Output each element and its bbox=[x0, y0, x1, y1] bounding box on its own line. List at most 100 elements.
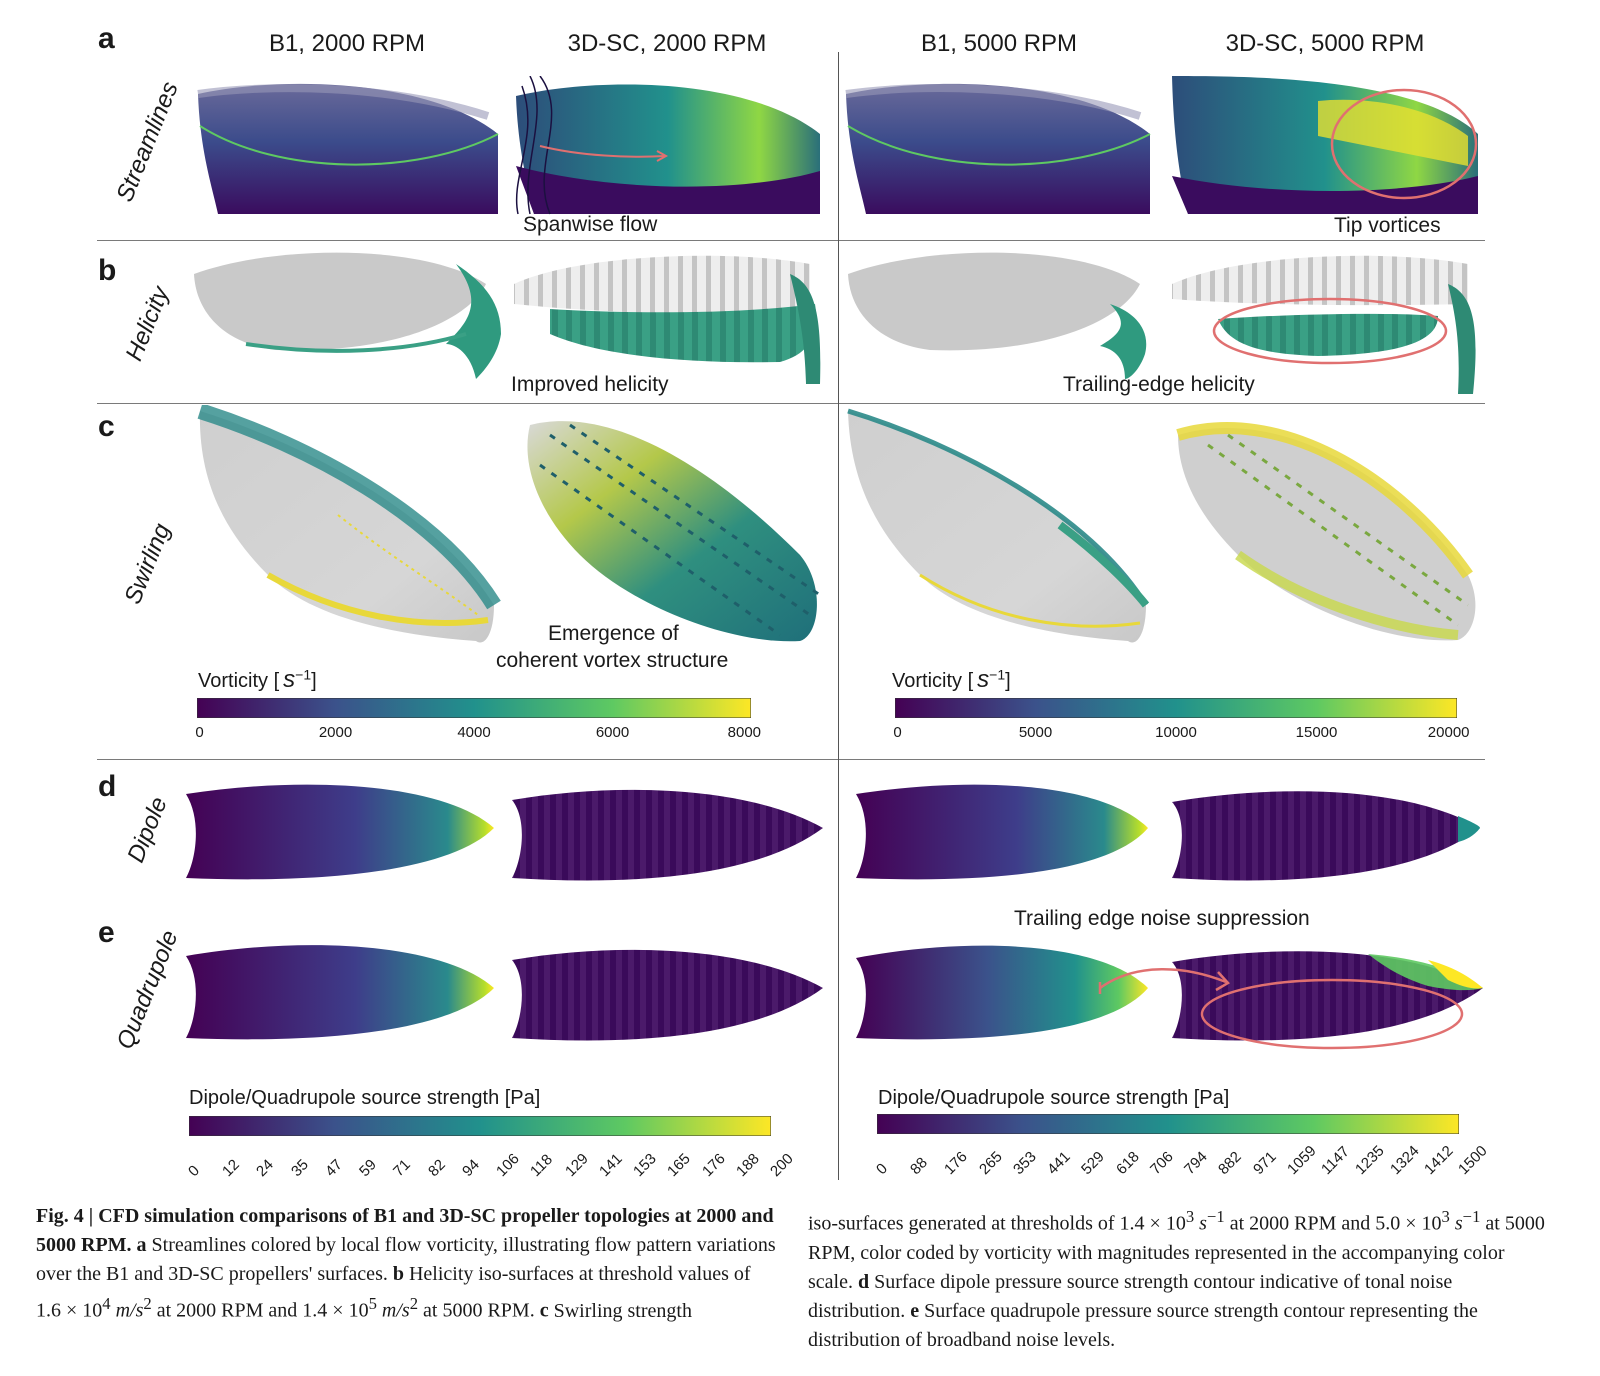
caption-b-text-1: Helicity iso-surfaces at threshold value… bbox=[36, 1263, 751, 1322]
colorbar-source-right bbox=[877, 1114, 1459, 1134]
source-left-tick: 200 bbox=[767, 1150, 797, 1181]
colorbar-vorticity-right bbox=[895, 698, 1457, 718]
source-left-tick: 12 bbox=[219, 1156, 244, 1181]
annotation-trailing-edge-helicity: Trailing-edge helicity bbox=[1063, 373, 1255, 396]
source-left-tick: 59 bbox=[356, 1156, 380, 1181]
tip-vortex-highlight bbox=[1330, 88, 1478, 200]
vorticity-left-tick: 8000 bbox=[727, 724, 762, 741]
vorticity-left-tick: 6000 bbox=[595, 724, 630, 741]
annotation-tip-vortices: Tip vortices bbox=[1334, 214, 1441, 237]
column-header-b1-2000: B1, 2000 RPM bbox=[268, 30, 426, 57]
source-right-tick: 618 bbox=[1112, 1148, 1143, 1179]
source-left-tick: 118 bbox=[527, 1151, 557, 1181]
source-right-tick: 971 bbox=[1249, 1148, 1280, 1179]
colorbar-ticks-source-right: 0 88 176 265 353 441 529 618 706 794 882 971 1059 114… bbox=[873, 1136, 1491, 1196]
colorbar-title-vorticity-right: Vorticity [s−1] bbox=[892, 666, 1011, 693]
spanwise-arrow bbox=[539, 145, 666, 158]
caption-c-text-4: s bbox=[1449, 1212, 1463, 1235]
caption-d-label: d bbox=[852, 1270, 870, 1293]
caption-a-label: a bbox=[131, 1234, 147, 1256]
caption-b-text-2: m/s bbox=[110, 1299, 144, 1322]
source-left-tick: 94 bbox=[458, 1156, 483, 1181]
vorticity-left-tick: 4000 bbox=[457, 724, 491, 741]
panel-letter-d: d bbox=[98, 770, 117, 803]
caption-c-text-2: s bbox=[1194, 1212, 1207, 1235]
source-right-tick: 1235 bbox=[1352, 1142, 1388, 1179]
source-right-tick: 1059 bbox=[1283, 1142, 1320, 1179]
caption-e-label: e bbox=[905, 1299, 920, 1322]
caption-c-exp-1: 3 bbox=[1185, 1207, 1195, 1226]
caption-d-text: Surface dipole pressure source strength … bbox=[808, 1270, 1453, 1322]
source-right-tick: 529 bbox=[1078, 1148, 1109, 1179]
column-header-3dsc-2000: 3D-SC, 2000 RPM bbox=[567, 30, 767, 57]
swirling-3dsc-2000 bbox=[527, 421, 821, 642]
source-left-tick: 129 bbox=[561, 1150, 592, 1181]
row-divider-cd bbox=[97, 759, 1485, 760]
caption-c-exp-3: 3 bbox=[1441, 1207, 1450, 1226]
caption-e-text: Surface quadrupole pressure source stren… bbox=[808, 1299, 1478, 1351]
annotation-improved-helicity: Improved helicity bbox=[511, 373, 669, 396]
caption-separator: | bbox=[83, 1205, 99, 1227]
source-left-tick: 47 bbox=[321, 1156, 346, 1181]
caption-c-exp-4: −1 bbox=[1462, 1207, 1481, 1226]
caption-c-text-1: iso-surfaces generated at thresholds of … bbox=[808, 1212, 1186, 1235]
column-divider bbox=[838, 52, 839, 1180]
streamlines-b1-5000 bbox=[845, 83, 1151, 215]
streamlines-3dsc-2000 bbox=[515, 76, 820, 215]
colorbar-title-source-right: Dipole/Quadrupole source strength [Pa] bbox=[878, 1087, 1230, 1109]
caption-b-exp-3: 5 bbox=[368, 1294, 377, 1313]
caption-b-exp-4: 2 bbox=[409, 1294, 419, 1313]
noise-suppression-arrow bbox=[1098, 968, 1230, 994]
colorbar-ticks-source-left: 0 12 24 35 47 59 71 82 94 106 118 129 141 153 165 176 18… bbox=[185, 1138, 797, 1198]
source-right-tick: 1147 bbox=[1318, 1143, 1353, 1179]
source-right-tick: 706 bbox=[1146, 1148, 1177, 1179]
column-header-b1-5000: B1, 5000 RPM bbox=[920, 30, 1078, 57]
caption-b-exp-2: 2 bbox=[143, 1294, 152, 1313]
colorbar-title-source-left: Dipole/Quadrupole source strength [Pa] bbox=[189, 1087, 541, 1109]
source-right-tick: 1500 bbox=[1455, 1142, 1491, 1179]
quadrupole-3dsc-2000 bbox=[512, 949, 823, 1041]
source-right-tick: 1412 bbox=[1420, 1142, 1457, 1179]
annotation-emergence-line1: Emergence of bbox=[548, 622, 679, 645]
source-right-tick: 88 bbox=[907, 1154, 932, 1179]
colorbar-source-left bbox=[189, 1116, 771, 1136]
dipole-3dsc-5000 bbox=[1172, 791, 1480, 881]
vorticity-right-tick: 20000 bbox=[1427, 724, 1470, 741]
annotation-emergence-line2: coherent vortex structure bbox=[496, 649, 729, 672]
trailing-edge-helicity-highlight bbox=[1212, 297, 1448, 365]
source-left-tick: 165 bbox=[664, 1150, 695, 1181]
source-right-tick: 353 bbox=[1009, 1148, 1040, 1179]
panel-letter-a: a bbox=[98, 22, 115, 55]
panel-letter-c: c bbox=[98, 410, 115, 443]
source-left-tick: 153 bbox=[630, 1150, 660, 1181]
source-left-tick: 82 bbox=[424, 1156, 449, 1181]
vorticity-right-tick: 15000 bbox=[1295, 724, 1338, 741]
caption-c-exp-2: −1 bbox=[1206, 1207, 1225, 1226]
annotation-spanwise-flow: Spanwise flow bbox=[523, 213, 658, 236]
row-divider-bc bbox=[97, 403, 1485, 404]
caption-c-label: c bbox=[534, 1299, 549, 1322]
caption-b-text-4: m/s bbox=[376, 1299, 410, 1322]
caption-c-text-5: at 5000 RPM, color coded by vorticity wi… bbox=[808, 1212, 1545, 1293]
quadrupole-3dsc-5000 bbox=[1172, 951, 1483, 1050]
source-left-tick: 0 bbox=[185, 1162, 203, 1181]
source-left-tick: 71 bbox=[390, 1156, 415, 1181]
caption-b-exp-1: 4 bbox=[102, 1294, 111, 1313]
annotation-noise-suppression: Trailing edge noise suppression bbox=[1014, 907, 1310, 930]
vorticity-right-tick: 10000 bbox=[1155, 724, 1197, 741]
source-right-tick: 0 bbox=[873, 1160, 891, 1179]
caption-b-text-5: at 5000 RPM. bbox=[418, 1299, 535, 1322]
streamlines-b1-2000 bbox=[197, 83, 499, 215]
swirling-3dsc-5000 bbox=[1176, 422, 1476, 641]
caption-fig-label: Fig. 4 bbox=[36, 1205, 84, 1227]
vorticity-right-tick: 5000 bbox=[1018, 724, 1053, 741]
source-right-tick: 794 bbox=[1181, 1148, 1211, 1179]
colorbar-ticks-vorticity-left: 0 2000 4000 6000 8000 bbox=[195, 724, 761, 744]
source-right-tick: 1324 bbox=[1386, 1142, 1423, 1179]
panel-letter-b: b bbox=[98, 254, 117, 287]
caption-right-column: iso-surfaces generated at thresholds of … bbox=[808, 1202, 1552, 1355]
caption-title: CFD simulation comparisons of B1 and 3D-… bbox=[36, 1205, 774, 1256]
source-left-tick: 106 bbox=[493, 1150, 523, 1181]
dipole-3dsc-2000 bbox=[512, 789, 823, 881]
source-left-tick: 35 bbox=[287, 1156, 312, 1181]
